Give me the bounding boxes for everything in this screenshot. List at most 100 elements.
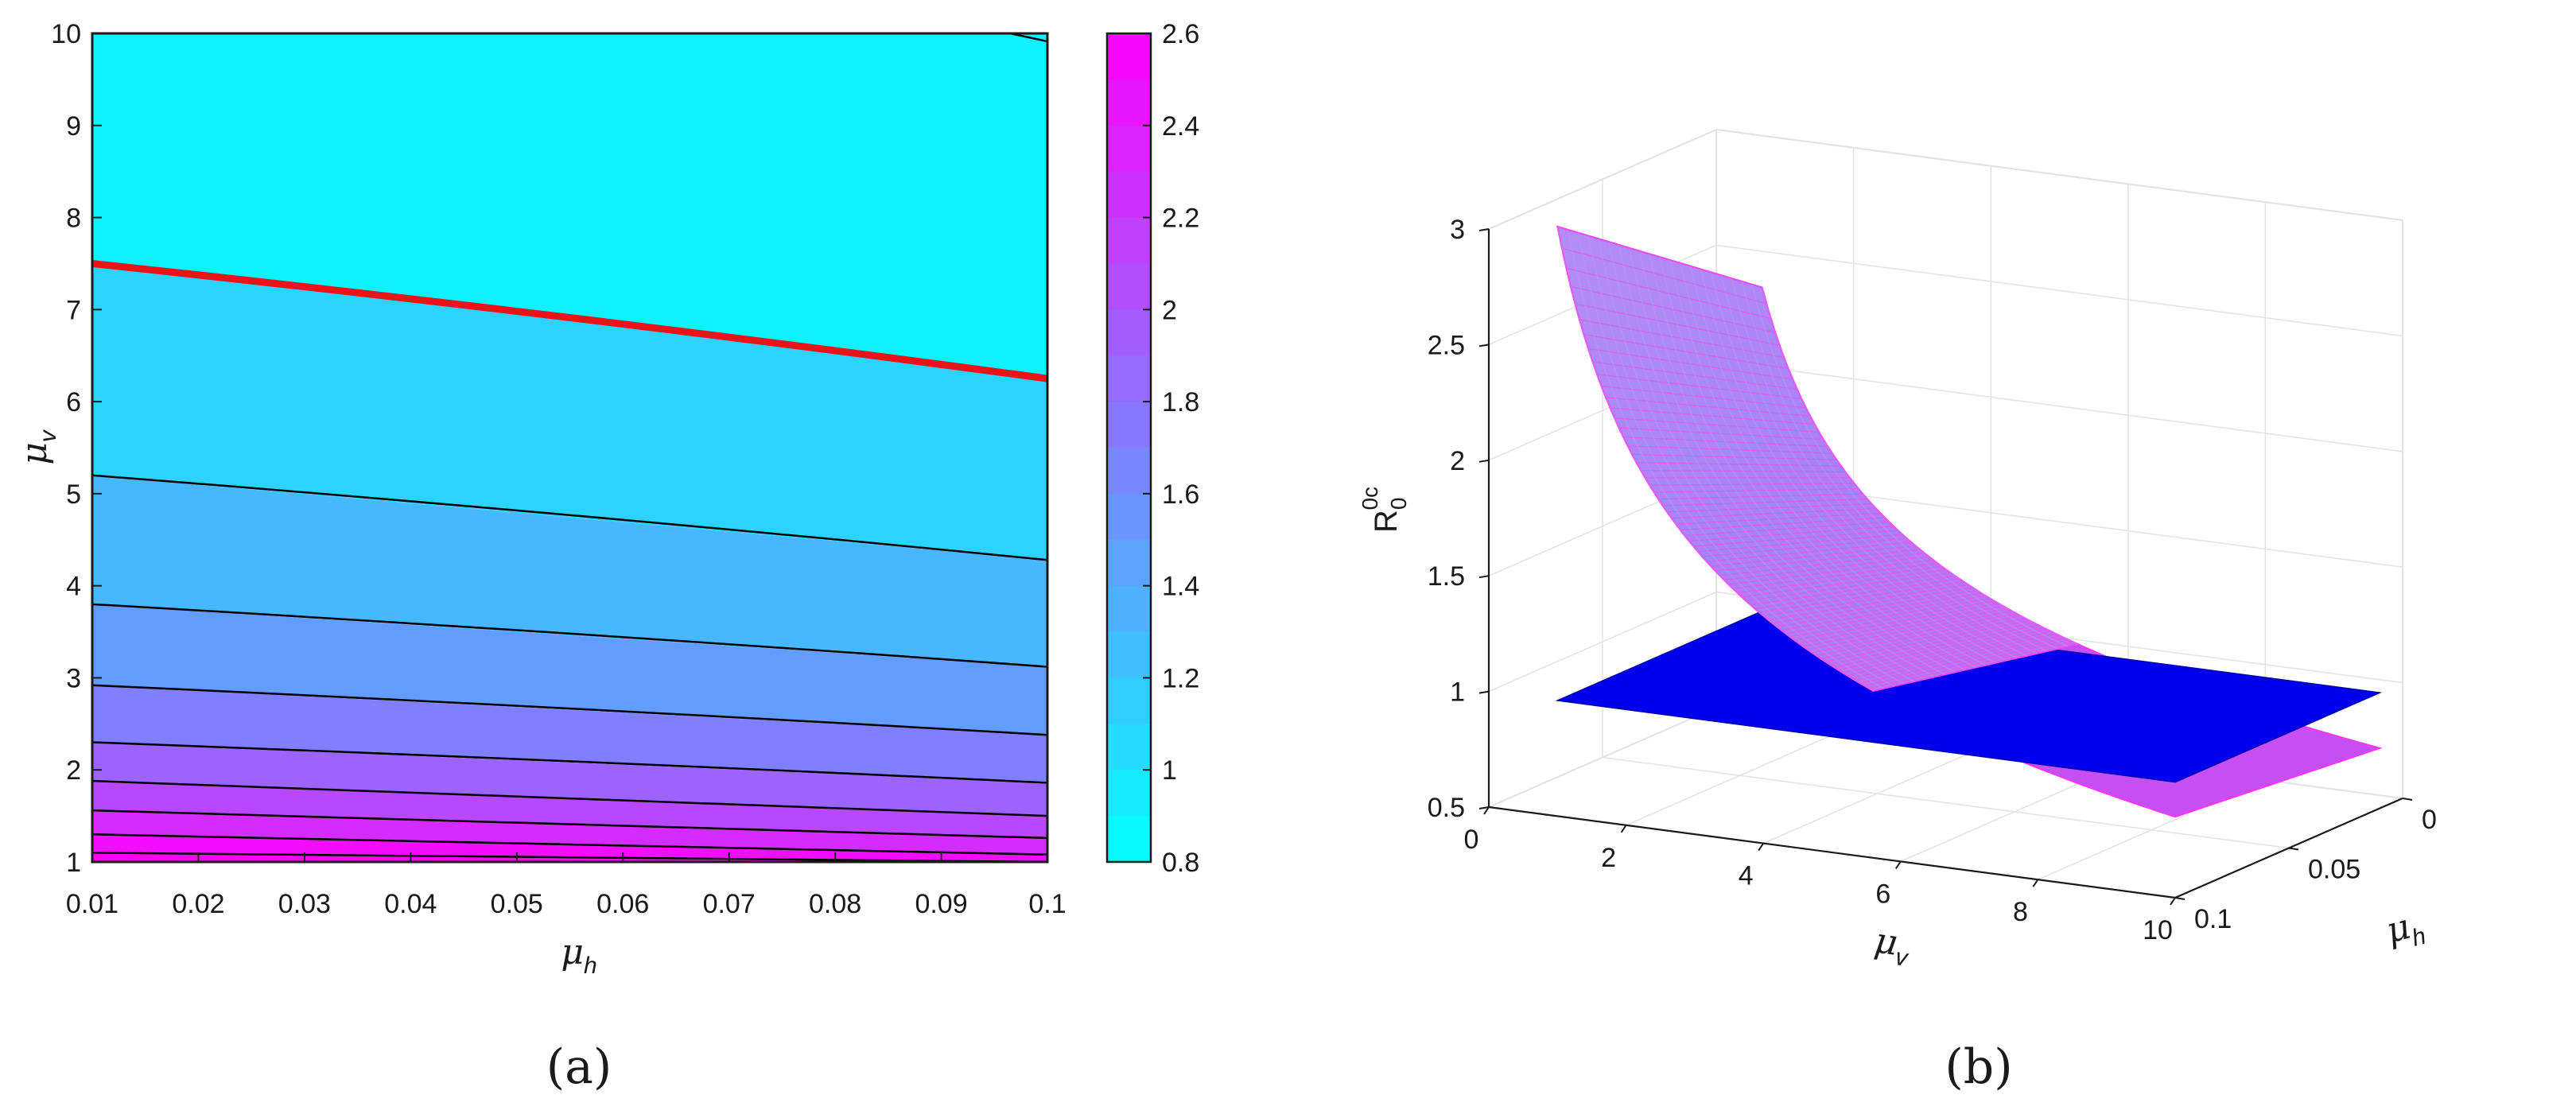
colorbar-bands bbox=[1107, 33, 1151, 862]
surface-mesh-line bbox=[1680, 262, 1996, 664]
surface-mesh-line bbox=[1731, 278, 2048, 652]
x-tick-label: 6 bbox=[1875, 879, 1890, 909]
colorbar-band bbox=[1107, 79, 1151, 126]
colorbar-tick-label: 1 bbox=[1162, 755, 1177, 786]
r0-surface bbox=[1556, 225, 2081, 692]
surface-mesh-line bbox=[1710, 272, 2027, 657]
contour-band bbox=[92, 781, 1047, 838]
colorbar-band bbox=[1107, 585, 1151, 632]
y-tick-label: 8 bbox=[66, 204, 81, 234]
y-tick-mark bbox=[2288, 847, 2299, 851]
surface-mesh-line bbox=[1669, 259, 1987, 666]
colorbar-band bbox=[1107, 448, 1151, 494]
y-tick-label: 6 bbox=[66, 387, 81, 417]
x-tick-label: 0.08 bbox=[809, 889, 861, 919]
x-tick-label: 0.03 bbox=[278, 889, 331, 919]
surface-panel: 0 2 4 6 8 10 0 0.05 0.1 0.5 1 1.5 2 2.5 3 μv μh R00c (… bbox=[1358, 129, 2437, 1095]
z-tick-label: 1.5 bbox=[1428, 561, 1465, 592]
threshold-plane bbox=[1555, 610, 2383, 783]
contour-band bbox=[92, 742, 1047, 817]
colorbar-tick-label: 1.2 bbox=[1162, 663, 1199, 693]
surface-mesh-line bbox=[1598, 239, 1915, 682]
contour-line bbox=[92, 809, 1047, 840]
contour-line bbox=[92, 684, 1047, 736]
colorbar-band bbox=[1107, 770, 1151, 817]
grid-line bbox=[1715, 244, 2403, 337]
x-tick-label: 0.02 bbox=[172, 889, 224, 919]
contour-lines bbox=[92, 33, 1047, 862]
colorbar-tick-label: 2.4 bbox=[1162, 111, 1199, 142]
contour-line bbox=[1009, 33, 1047, 43]
z-tick-label: 1 bbox=[1450, 677, 1465, 708]
grid-line bbox=[1715, 360, 2403, 452]
x-tick-mark bbox=[2032, 879, 2039, 887]
panel-label-b: (b) bbox=[1945, 1039, 2012, 1095]
colorbar-band bbox=[1107, 724, 1151, 770]
axis-line bbox=[1488, 805, 2176, 899]
x-tick-label: 0.01 bbox=[66, 889, 119, 919]
surface-mesh-line bbox=[1638, 250, 1956, 673]
surface-mesh-line bbox=[1700, 269, 2017, 659]
contour-band bbox=[92, 685, 1047, 783]
x-tick-mark bbox=[1894, 860, 1902, 869]
z-tick-mark bbox=[1478, 459, 1490, 463]
y-tick-label: 10 bbox=[51, 19, 81, 49]
y-tick-label: 3 bbox=[66, 663, 81, 693]
x-tick-mark bbox=[2170, 897, 2176, 906]
y-tick-label: 0.05 bbox=[2308, 855, 2360, 885]
x-tick-label: 10 bbox=[2143, 915, 2173, 945]
z-tick-label: 0.5 bbox=[1428, 793, 1465, 823]
threshold-contour-line bbox=[92, 259, 1047, 382]
contour-y-ticks: 1 2 3 4 5 6 7 8 9 10 bbox=[51, 19, 102, 878]
contour-line bbox=[92, 852, 1047, 862]
z-tick-label: 2.5 bbox=[1428, 330, 1465, 360]
surface-mesh-line bbox=[1577, 232, 1894, 687]
colorbar-band bbox=[1107, 631, 1151, 678]
surface-mesh-line bbox=[1720, 274, 2038, 654]
z-tick-mark bbox=[1478, 228, 1490, 231]
contour-line bbox=[92, 741, 1047, 784]
z-tick-label: 2 bbox=[1450, 446, 1465, 476]
y-tick-mark bbox=[2174, 897, 2186, 900]
x-tick-mark bbox=[1758, 843, 1765, 852]
grid-line bbox=[1715, 129, 2403, 221]
colorbar-band bbox=[1107, 402, 1151, 448]
contour-band bbox=[92, 263, 1047, 561]
y-tick-mark bbox=[2402, 798, 2413, 801]
surface-mesh-line bbox=[1659, 256, 1976, 668]
colorbar-tick-label: 2.2 bbox=[1162, 204, 1199, 234]
colorbar-frame bbox=[1105, 32, 1152, 864]
colorbar-band bbox=[1107, 217, 1151, 264]
contour-line bbox=[92, 474, 1047, 561]
x-tick-label: 0.07 bbox=[703, 889, 756, 919]
colorbar-band bbox=[1107, 539, 1151, 586]
colorbar-tick-label: 0.8 bbox=[1162, 848, 1199, 878]
surface-mesh-line bbox=[1587, 235, 1905, 685]
z-tick-mark bbox=[1478, 344, 1490, 347]
colorbar-band bbox=[1107, 125, 1151, 172]
z-tick-label: 3 bbox=[1450, 215, 1465, 245]
x-tick-mark bbox=[1620, 825, 1627, 833]
surface-mesh-line bbox=[1751, 284, 2069, 647]
surface-z-axis-label: R00c bbox=[1358, 487, 1411, 533]
x-tick-label: 8 bbox=[2013, 897, 2028, 927]
surface-mesh-line bbox=[1741, 281, 2058, 650]
y-tick-label: 2 bbox=[66, 755, 81, 786]
surface-mesh-line bbox=[1618, 244, 1935, 677]
colorbar-band bbox=[1107, 309, 1151, 356]
surface-mesh-line bbox=[1690, 266, 2007, 662]
z-tick-mark bbox=[1478, 575, 1490, 579]
colorbar-tick-label: 1.6 bbox=[1162, 479, 1199, 510]
surface-mesh-line bbox=[1567, 229, 1884, 689]
contour-x-axis-label: μh bbox=[561, 932, 596, 979]
x-tick-label: 0.06 bbox=[596, 889, 649, 919]
z-tick-mark bbox=[1478, 690, 1490, 694]
surface-mesh-line bbox=[1556, 226, 1874, 692]
y-tick-label: 4 bbox=[66, 572, 81, 602]
x-tick-label: 0.04 bbox=[384, 889, 437, 919]
y-tick-label: 9 bbox=[66, 111, 81, 142]
y-tick-label: 0.1 bbox=[2194, 904, 2232, 934]
colorbar-band bbox=[1107, 263, 1151, 310]
contour-bands bbox=[92, 33, 1047, 862]
x-tick-label: 4 bbox=[1739, 861, 1754, 891]
